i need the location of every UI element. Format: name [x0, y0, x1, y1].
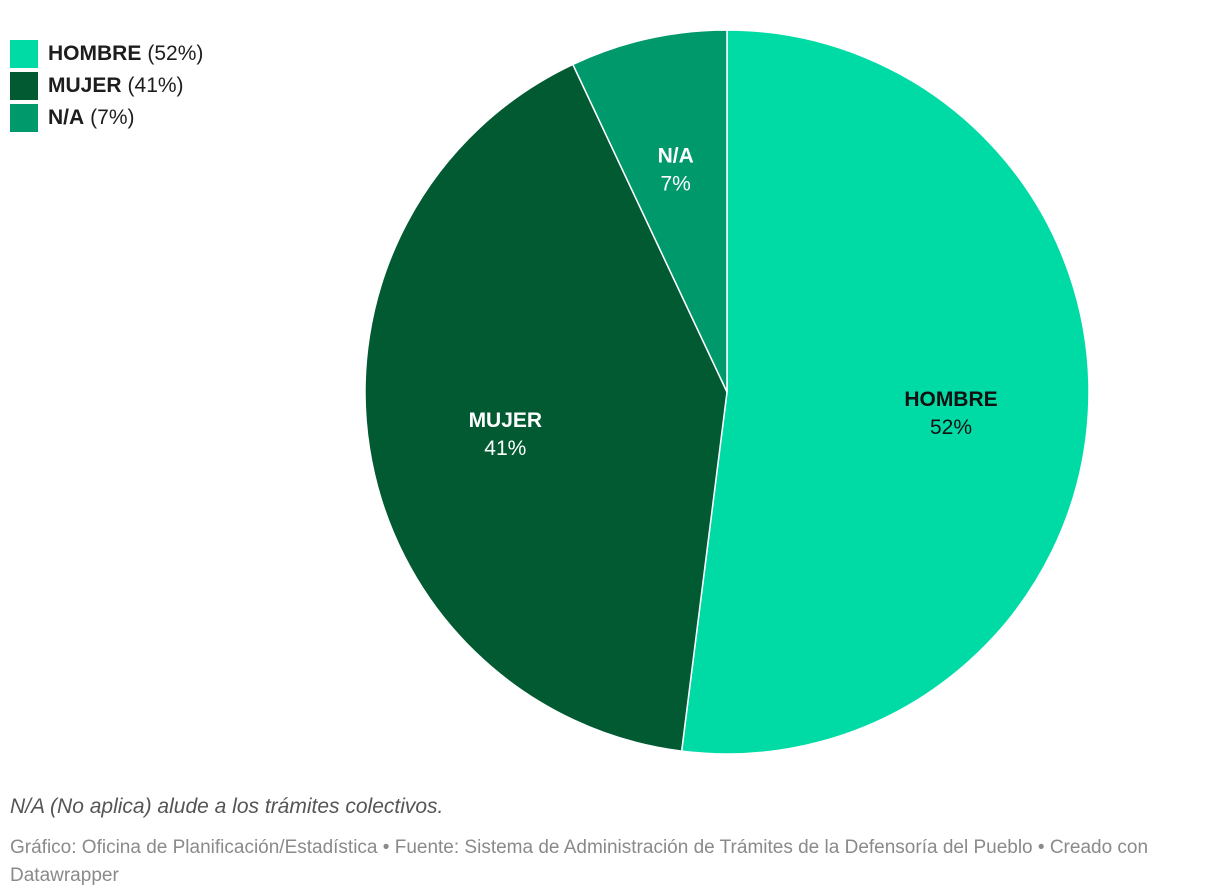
legend-item-mujer: MUJER (41%)	[10, 70, 203, 102]
legend-pct-hombre: (52%)	[147, 42, 204, 65]
pie-label-hombre: HOMBRE 52%	[904, 388, 997, 439]
pie-label-name-na: N/A	[658, 144, 694, 167]
pie-label-name-mujer: MUJER	[469, 409, 543, 432]
pie-label-value-hombre: 52%	[930, 416, 972, 439]
legend-pct-mujer: (41%)	[127, 74, 184, 97]
legend-label-na: N/A	[48, 106, 85, 129]
pie-label-na: N/A 7%	[658, 144, 694, 195]
pie-slice-na	[571, 29, 728, 393]
chart-note: N/A (No aplica) alude a los trámites col…	[10, 795, 444, 818]
legend-pct-na: (7%)	[90, 106, 135, 129]
pie-label-value-na: 7%	[660, 172, 690, 195]
pie-label-value-mujer: 41%	[484, 437, 526, 460]
legend-swatch-na	[10, 104, 38, 132]
pie-chart: HOMBRE 52% MUJER 41% N/A 7%	[364, 29, 1090, 755]
legend-item-hombre: HOMBRE (52%)	[10, 38, 203, 70]
pie-slice-mujer	[364, 63, 728, 752]
legend-label-mujer: MUJER	[48, 74, 122, 97]
pie-slices	[364, 29, 1090, 755]
pie-labels: HOMBRE 52% MUJER 41% N/A 7%	[469, 144, 998, 460]
chart-footer: Gráfico: Oficina de Planificación/Estadí…	[10, 837, 1149, 886]
legend-swatch-mujer	[10, 72, 38, 100]
legend-label-hombre: HOMBRE	[48, 42, 142, 65]
legend: HOMBRE (52%) MUJER (41%) N/A (7%)	[10, 38, 203, 134]
pie-slice-hombre	[680, 29, 1090, 755]
pie-label-mujer: MUJER 41%	[469, 409, 543, 460]
legend-swatch-hombre	[10, 40, 38, 68]
legend-item-na: N/A (7%)	[10, 102, 203, 134]
pie-label-name-hombre: HOMBRE	[904, 388, 997, 411]
